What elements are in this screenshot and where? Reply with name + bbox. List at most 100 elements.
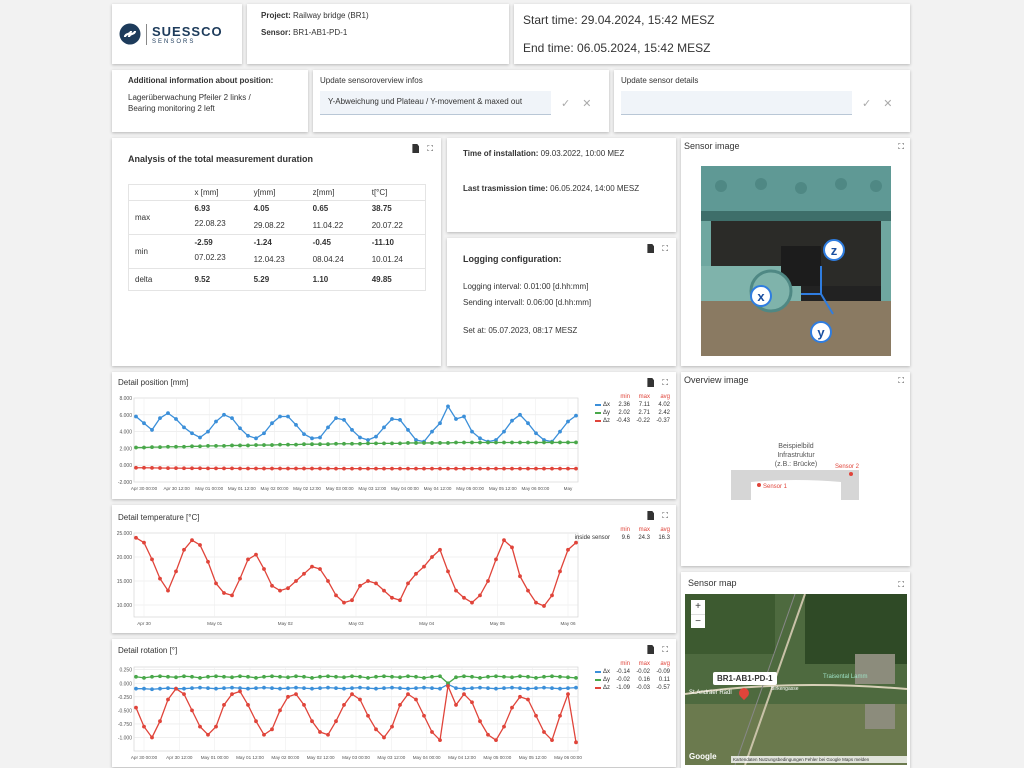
- data-point: [174, 417, 178, 421]
- fullscreen-icon[interactable]: ⛶: [662, 645, 668, 654]
- y-tick-label: 20.000: [117, 555, 133, 561]
- data-point: [326, 674, 330, 679]
- x-tick-label: May 06: [560, 621, 576, 626]
- data-point: [278, 686, 282, 691]
- fullscreen-icon[interactable]: ⛶: [898, 580, 904, 589]
- fullscreen-icon[interactable]: ⛶: [662, 244, 668, 253]
- data-point: [566, 466, 570, 471]
- data-point: [342, 466, 346, 471]
- data-point: [390, 674, 394, 679]
- data-point: [374, 686, 378, 691]
- data-point: [230, 416, 234, 421]
- data-point: [270, 674, 274, 679]
- cancel-close-icon[interactable]: ✕: [582, 97, 592, 110]
- legend-avg: 0.11: [658, 677, 670, 683]
- fullscreen-icon[interactable]: ⛶: [662, 378, 668, 387]
- data-point: [526, 686, 530, 691]
- data-point: [518, 574, 522, 579]
- y-tick-label: 6.000: [119, 413, 132, 419]
- y-tick-label: 25.000: [117, 531, 133, 537]
- update-details-input[interactable]: [621, 91, 852, 115]
- data-point: [486, 686, 490, 691]
- data-point: [502, 429, 506, 434]
- overview-caption-1: Beispielbild: [778, 443, 814, 450]
- confirm-check-icon[interactable]: ✓: [561, 97, 571, 110]
- data-point: [198, 435, 202, 440]
- data-point: [446, 684, 450, 688]
- data-point: [174, 569, 178, 574]
- map-attribution[interactable]: Kartendaten Nutzungsbedingungen Fehler b…: [731, 756, 907, 763]
- data-point: [358, 583, 362, 588]
- data-point: [350, 466, 354, 471]
- data-point: [494, 674, 498, 679]
- x-tick-label: May 03 00:00: [326, 486, 354, 491]
- data-point: [190, 444, 194, 449]
- data-point: [358, 674, 362, 679]
- data-point: [286, 675, 290, 680]
- confirm-check-icon[interactable]: ✓: [862, 97, 872, 110]
- data-point: [406, 581, 410, 586]
- x-tick-label: May 05 12:00: [519, 755, 547, 760]
- data-point: [278, 414, 282, 419]
- data-point: [342, 703, 346, 707]
- data-point: [438, 674, 442, 679]
- overview-caption-3: (z.B.: Brücke): [775, 461, 817, 468]
- data-point: [302, 432, 306, 437]
- export-document-icon[interactable]: [647, 645, 655, 654]
- data-point: [494, 557, 498, 562]
- sensor-image-title: Sensor image: [684, 141, 740, 151]
- data-point: [486, 732, 490, 737]
- x-tick-label: May 01 00:00: [195, 486, 223, 491]
- export-document-icon[interactable]: [412, 144, 420, 153]
- data-point: [526, 588, 530, 593]
- rotation-chart-card: Detail rotation [°] ⛶ 0.250 0.000 -0.250 -0…: [112, 639, 676, 767]
- data-point: [214, 724, 218, 729]
- map-view[interactable]: + − BR1-AB1-PD-1 St.Andräer Radl Traisen…: [685, 594, 907, 765]
- x-tick-label: May 01 00:00: [201, 755, 229, 760]
- data-point: [398, 703, 402, 707]
- series-line: [135, 537, 577, 607]
- data-point: [382, 466, 386, 471]
- data-point: [158, 674, 162, 679]
- cancel-close-icon[interactable]: ✕: [883, 97, 893, 110]
- fullscreen-icon[interactable]: ⛶: [662, 511, 668, 520]
- data-point: [398, 686, 402, 691]
- data-point: [286, 466, 290, 471]
- data-point: [206, 443, 210, 448]
- overview-image-card: Overview image ⛶ Beispielbild Infrastruk…: [681, 372, 910, 566]
- data-point: [246, 443, 250, 448]
- axis-y-label: y: [817, 325, 825, 340]
- data-point: [302, 442, 306, 447]
- data-point: [326, 579, 330, 583]
- x-tick-label: Apr 30 12:00: [166, 755, 193, 760]
- data-point: [574, 413, 578, 418]
- y-tick-label: -0.500: [118, 708, 132, 714]
- map-marker-label[interactable]: BR1-AB1-PD-1: [713, 672, 777, 685]
- fullscreen-icon[interactable]: ⛶: [898, 142, 904, 151]
- legend-max: -0.02: [636, 669, 650, 675]
- data-point: [214, 443, 218, 448]
- x-tick-label: May 03 12:00: [377, 755, 405, 760]
- update-overview-input[interactable]: Y-Abweichung und Plateau / Y-movement & …: [320, 91, 551, 115]
- sensor-label: Sensor:: [261, 28, 291, 37]
- data-point: [254, 443, 258, 447]
- data-point: [134, 535, 138, 540]
- data-point: [534, 713, 538, 718]
- legend-header: max: [638, 394, 650, 400]
- row-label-min: min: [128, 234, 189, 269]
- zoom-out-button[interactable]: −: [691, 614, 705, 628]
- data-point: [502, 466, 506, 471]
- data-point: [270, 686, 274, 691]
- export-document-icon[interactable]: [647, 511, 655, 520]
- export-document-icon[interactable]: [647, 244, 655, 253]
- data-point: [438, 686, 442, 691]
- data-point: [478, 440, 482, 445]
- zoom-in-button[interactable]: +: [691, 600, 705, 614]
- fullscreen-icon[interactable]: ⛶: [427, 144, 433, 153]
- export-document-icon[interactable]: [647, 378, 655, 387]
- min-value: -1.24: [253, 238, 272, 247]
- fullscreen-icon[interactable]: ⛶: [898, 376, 904, 385]
- data-point: [470, 674, 474, 679]
- data-point: [214, 419, 218, 424]
